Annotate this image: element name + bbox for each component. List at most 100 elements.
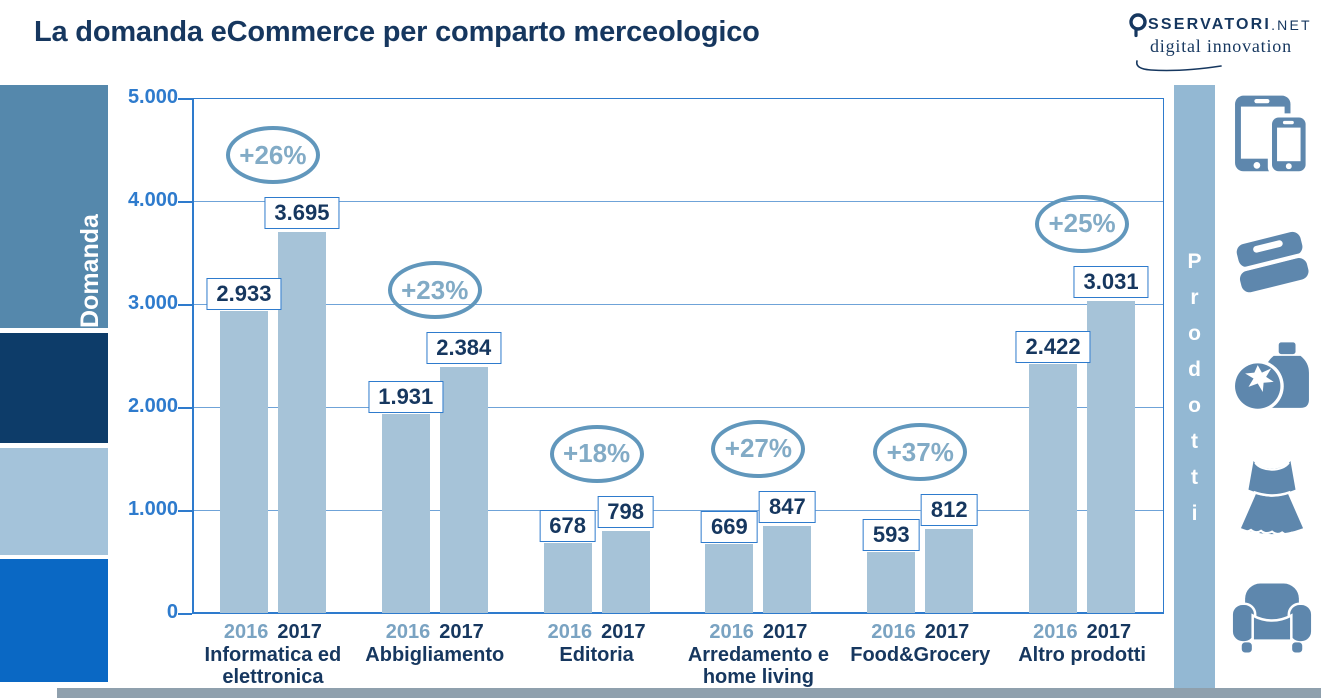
year-labels-editoria: 2016 2017 [548, 621, 646, 644]
left-block-steel: Domanda [0, 85, 108, 328]
logo: SSERVATORI .NET digital innovation [1128, 13, 1320, 72]
value-label-2017-editoria: 798 [597, 495, 654, 528]
books-icon [1236, 231, 1309, 293]
y-tick-label: 4.000 [127, 189, 178, 212]
bar-2016-editoria [543, 543, 592, 613]
product-icons-column [1230, 0, 1314, 698]
year-2016-label: 2016 [385, 621, 431, 643]
magnifier-logo-icon [1129, 13, 1147, 38]
food-icon [1231, 342, 1309, 413]
right-bar-letter: d [1188, 358, 1201, 381]
y-tick-1.000 [178, 510, 192, 512]
growth-badge-altro-prodotti: +25% [1035, 194, 1130, 253]
value-label-2016-arredamento-e-home-living: 669 [701, 511, 758, 544]
value-label-2017-arredamento-e-home-living: 847 [759, 490, 816, 523]
page-title: La domanda eCommerce per comparto merceo… [34, 16, 760, 48]
gridline-4.000 [194, 201, 1163, 202]
y-tick-0 [178, 613, 192, 615]
growth-badge-editoria: +18% [549, 424, 644, 483]
right-bar-letter: o [1188, 322, 1201, 345]
left-block-navy [0, 333, 108, 443]
year-labels-arredamento-e-home-living: 2016 2017 [709, 621, 807, 644]
y-axis-title: Domanda [76, 214, 104, 328]
y-tick-2.000 [178, 407, 192, 409]
category-label-abbigliamento: Abbigliamento [365, 644, 505, 666]
growth-badge-food-grocery: +37% [873, 423, 968, 482]
bar-2016-food-grocery [867, 551, 916, 613]
year-labels-informatica-ed-elettronica: 2016 2017 [224, 621, 322, 644]
category-label-arredamento-e-home-living: Arredamento e home living [687, 644, 829, 688]
value-label-2016-altro-prodotti: 2.422 [1015, 330, 1091, 363]
year-labels-altro-prodotti: 2016 2017 [1033, 621, 1131, 644]
left-block-light [0, 448, 108, 555]
value-label-2017-informatica-ed-elettronica: 3.695 [264, 197, 340, 230]
year-labels-food-grocery: 2016 2017 [871, 621, 969, 644]
year-2016-label: 2016 [871, 621, 916, 643]
category-label-editoria: Editoria [559, 644, 634, 666]
year-2017-label: 2017 [924, 621, 970, 643]
bar-2016-informatica-ed-elettronica [219, 310, 268, 613]
year-2016-label: 2016 [1033, 621, 1078, 643]
y-tick-3.000 [178, 304, 192, 306]
y-tick-label: 2.000 [127, 395, 178, 418]
value-label-2016-informatica-ed-elettronica: 2.933 [206, 277, 282, 310]
bar-2016-altro-prodotti [1029, 363, 1078, 613]
logo-wordmark: SSERVATORI .NET [1128, 13, 1320, 38]
bar-2017-food-grocery [925, 529, 974, 613]
gridline-3.000 [194, 304, 1163, 305]
value-label-2017-abbigliamento: 2.384 [426, 332, 502, 365]
bar-2016-arredamento-e-home-living [705, 544, 754, 613]
logo-swoosh [1135, 60, 1222, 72]
year-labels-abbigliamento: 2016 2017 [386, 621, 484, 644]
left-block-bright [0, 559, 108, 682]
year-2016-label: 2016 [223, 621, 269, 643]
bar-2017-arredamento-e-home-living [763, 525, 812, 613]
devices-icon [1235, 95, 1310, 176]
value-label-2017-food-grocery: 812 [920, 494, 978, 527]
footer-bar [57, 688, 1321, 698]
growth-badge-informatica-ed-elettronica: +26% [225, 126, 320, 185]
armchair-icon [1230, 583, 1314, 653]
value-label-2016-abbigliamento: 1.931 [368, 381, 444, 414]
bar-2017-editoria [601, 530, 650, 613]
year-2017-label: 2017 [277, 621, 322, 643]
growth-badge-arredamento-e-home-living: +27% [711, 419, 806, 478]
bar-2017-informatica-ed-elettronica [277, 232, 326, 613]
y-tick-label: 3.000 [127, 292, 178, 315]
logo-name: SSERVATORI [1148, 16, 1272, 33]
logo-tagline: digital innovation [1150, 36, 1292, 56]
dress-icon [1240, 461, 1304, 536]
y-tick-5.000 [178, 98, 192, 100]
y-tick-label: 0 [166, 601, 178, 624]
year-2017-label: 2017 [601, 621, 646, 643]
value-label-2016-food-grocery: 593 [862, 518, 920, 551]
value-label-2017-altro-prodotti: 3.031 [1073, 265, 1149, 298]
bar-2017-abbigliamento [439, 367, 488, 613]
y-tick-4.000 [178, 201, 192, 203]
y-tick-label: 1.000 [127, 498, 178, 521]
growth-badge-abbigliamento: +23% [387, 261, 482, 320]
year-2017-label: 2017 [762, 621, 808, 643]
right-bar-letter: i [1191, 502, 1198, 525]
category-label-altro-prodotti: Altro prodotti [1018, 644, 1146, 666]
logo-domain: .NET [1271, 17, 1312, 33]
year-2016-label: 2016 [547, 621, 593, 643]
gridline-2.000 [194, 407, 1163, 408]
right-bar-letter: P [1187, 250, 1202, 273]
bar-2016-abbigliamento [381, 414, 430, 613]
year-2017-label: 2017 [439, 621, 484, 643]
right-bar-letter: r [1190, 286, 1199, 309]
year-2016-label: 2016 [709, 621, 754, 643]
bar-2017-altro-prodotti [1087, 300, 1136, 613]
chart-plot-area [192, 98, 1164, 614]
gridline-1.000 [194, 510, 1163, 511]
y-tick-label: 5.000 [127, 86, 178, 109]
right-bar-letter: t [1190, 466, 1198, 489]
right-bar-letter: t [1190, 430, 1198, 453]
category-label-informatica-ed-elettronica: Informatica ed elettronica [204, 644, 342, 688]
right-bar-letter: o [1188, 394, 1201, 417]
year-2017-label: 2017 [1086, 621, 1132, 643]
